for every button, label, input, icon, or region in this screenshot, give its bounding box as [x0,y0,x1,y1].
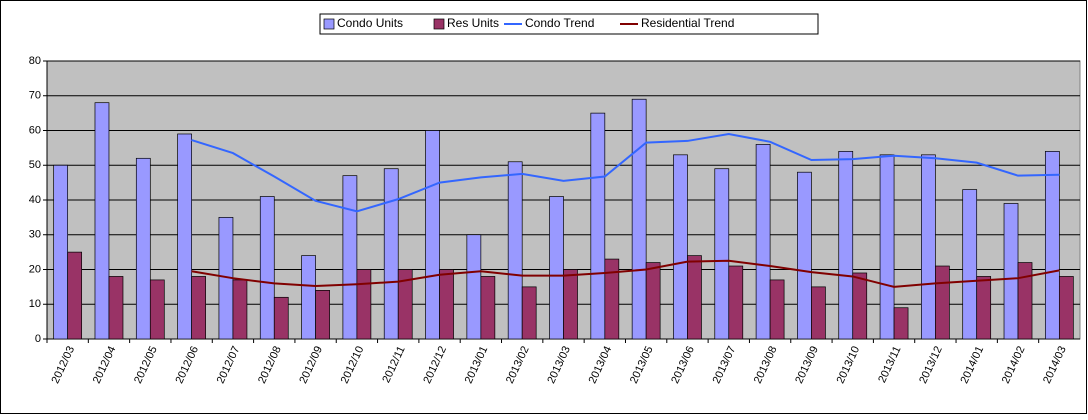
bar [301,255,316,340]
legend-label: Residential Trend [641,16,734,30]
trend-line [191,259,1060,288]
bar [177,133,192,340]
y-tick-label: 10 [29,298,41,310]
y-tick-label: 0 [35,333,41,345]
y-tick-label: 60 [29,124,41,136]
legend-label: Condo Units [337,16,403,30]
bar [232,279,248,340]
bar [563,269,578,340]
bar [135,157,151,340]
bar [604,258,620,340]
bar [1003,203,1019,340]
bar [769,279,785,340]
bar [191,276,206,340]
bar [53,164,69,340]
bar [67,251,83,340]
bar [149,279,165,340]
bar [755,144,771,340]
trend-line [191,132,1060,213]
bar [797,171,812,340]
bar [94,102,110,340]
legend-swatch [323,18,335,30]
bar [521,286,537,340]
bar [397,269,413,340]
bar [687,255,702,340]
bar [673,154,688,340]
bar [976,276,992,340]
bar [728,265,744,340]
bar [962,189,978,340]
bar [480,276,496,340]
y-tick-label: 20 [29,263,41,275]
bar [811,286,826,340]
bar [383,168,399,340]
y-tick-label: 40 [29,194,41,206]
y-tick-label: 30 [29,229,41,241]
bar [921,154,936,340]
y-tick-label: 70 [29,90,41,102]
bar [838,151,854,340]
bar [425,130,440,340]
y-tick-label: 80 [29,55,41,67]
bar [549,196,564,340]
bar [342,175,358,340]
bar [1058,276,1074,340]
bar [356,269,372,340]
bar [645,262,661,340]
bar [315,290,330,340]
bar [108,276,124,340]
bar [893,307,909,340]
bar [879,154,895,340]
bar [935,265,950,340]
legend-box [319,13,819,35]
bar [1017,262,1033,340]
bar [439,269,454,340]
bar [507,161,523,340]
bar [631,98,647,340]
legend-label: Condo Trend [525,16,594,30]
legend-swatch [433,18,445,30]
legend: Condo Units Res Units Condo Trend Residenti… [319,13,819,35]
bar [714,168,730,340]
bar [590,112,606,340]
bar [852,272,868,340]
bar [466,234,482,340]
bar [1044,151,1060,340]
bar [273,296,289,340]
y-tick-label: 50 [29,159,41,171]
bar [259,196,275,340]
legend-label: Res Units [447,16,499,30]
